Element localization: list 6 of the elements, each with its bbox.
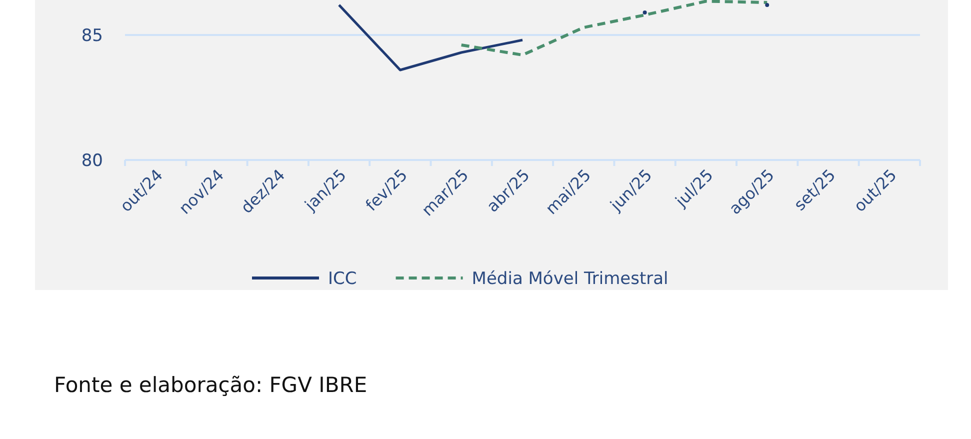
line-series [460, 0, 769, 56]
y-tick-label: 85 [81, 26, 103, 46]
source-note: Fonte e elaboração: FGV IBRE [54, 373, 368, 397]
legend-label: ICC [328, 268, 357, 289]
legend-label: Média Móvel Trimestral [472, 268, 668, 289]
y-tick-label: 80 [81, 150, 103, 171]
